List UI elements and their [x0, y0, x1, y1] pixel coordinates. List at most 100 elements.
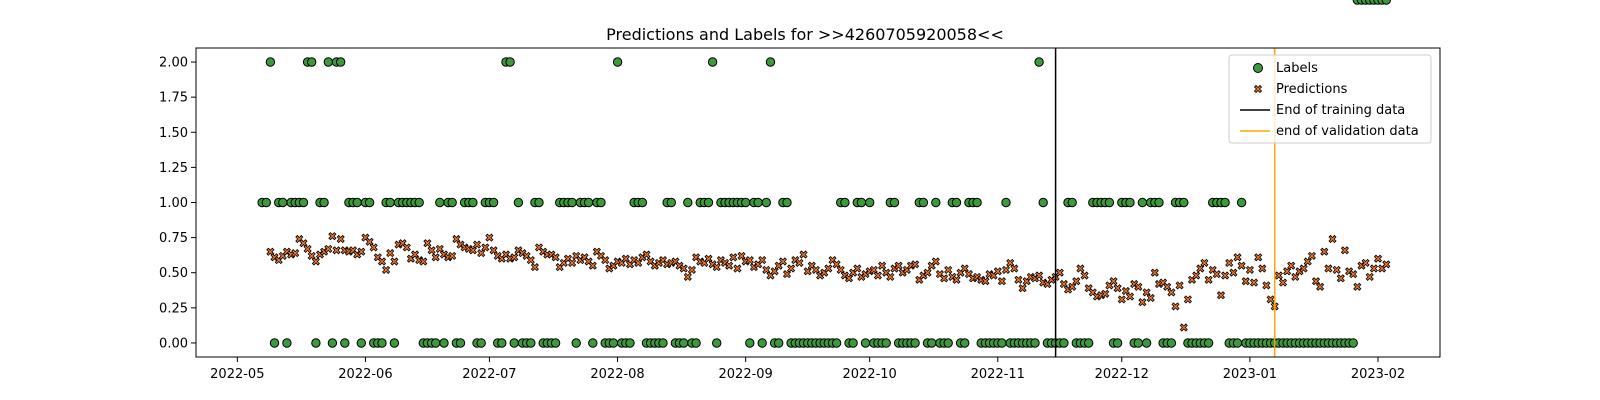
- prediction-point: [1241, 277, 1250, 286]
- label-point: [1381, 0, 1391, 5]
- legend-training-text: End of training data: [1276, 103, 1405, 118]
- label-point: [1001, 197, 1011, 208]
- label-point: [1232, 338, 1243, 348]
- label-point: [765, 57, 776, 67]
- legend-validation-text: end of validation data: [1276, 124, 1419, 139]
- label-point: [497, 338, 507, 348]
- prediction-point: [1179, 323, 1188, 332]
- prediction-point: [940, 274, 949, 283]
- label-point: [1166, 338, 1177, 348]
- label-point: [435, 197, 445, 208]
- prediction-point: [1068, 282, 1077, 291]
- prediction-point: [1109, 277, 1118, 286]
- prediction-point: [931, 257, 940, 266]
- prediction-point: [1245, 265, 1254, 274]
- legend-labels-text: Labels: [1276, 61, 1318, 76]
- label-point: [340, 338, 350, 348]
- x-tick-label: 2022-06: [338, 367, 392, 382]
- prediction-point: [1299, 264, 1308, 273]
- prediction-point: [952, 275, 961, 284]
- label-point: [1034, 57, 1044, 67]
- prediction-point: [303, 244, 312, 253]
- label-point: [910, 338, 920, 348]
- y-tick-label: 1.75: [159, 91, 188, 106]
- label-point: [1133, 338, 1144, 348]
- label-point: [389, 338, 400, 348]
- prediction-point: [1307, 251, 1316, 260]
- prediction-point: [336, 234, 345, 244]
- prediction-point: [923, 268, 932, 277]
- prediction-point: [1225, 258, 1234, 267]
- prediction-point: [377, 257, 387, 266]
- y-tick-label: 0.00: [159, 336, 188, 351]
- prediction-point: [1365, 272, 1374, 281]
- label-point: [637, 197, 648, 208]
- prediction-point: [1303, 257, 1312, 266]
- prediction-point: [770, 267, 779, 276]
- label-point: [712, 338, 722, 348]
- prediction-point: [1340, 246, 1349, 255]
- label-point: [931, 197, 941, 208]
- prediction-point: [1101, 289, 1110, 298]
- label-point: [745, 338, 755, 348]
- label-point: [571, 338, 581, 348]
- prediction-point: [679, 264, 688, 273]
- prediction-point: [328, 232, 337, 241]
- y-tick-label: 0.75: [159, 231, 188, 246]
- prediction-point: [737, 251, 746, 260]
- x-tick-label: 2022-08: [590, 367, 644, 382]
- prediction-point: [1080, 271, 1089, 280]
- label-point: [476, 338, 486, 348]
- label-point: [1236, 197, 1247, 208]
- prediction-point: [1349, 270, 1358, 279]
- prediction-point: [1353, 282, 1362, 291]
- y-tick-label: 2.00: [159, 56, 188, 71]
- label-point: [679, 338, 689, 348]
- label-point: [997, 338, 1007, 348]
- prediction-point: [1163, 282, 1172, 291]
- label-point: [1125, 197, 1135, 208]
- prediction-point: [551, 253, 560, 262]
- prediction-point: [365, 237, 374, 246]
- prediction-point: [369, 243, 378, 252]
- prediction-point: [729, 253, 738, 262]
- label-point: [596, 197, 606, 208]
- prediction-point: [1233, 253, 1242, 262]
- label-point: [1112, 338, 1123, 348]
- prediction-point: [1320, 247, 1329, 256]
- prediction-point: [762, 265, 771, 274]
- prediction-point: [435, 244, 444, 253]
- prediction-point: [911, 260, 920, 269]
- label-point: [1203, 338, 1214, 348]
- prediction-point: [568, 258, 577, 267]
- label-point: [972, 197, 982, 208]
- prediction-point: [1212, 270, 1221, 279]
- prediction-point: [1006, 258, 1015, 267]
- prediction-point: [1237, 261, 1246, 270]
- prediction-point: [1262, 281, 1271, 290]
- prediction-point: [1150, 268, 1159, 277]
- prediction-point: [745, 256, 754, 265]
- prediction-point: [1249, 278, 1259, 287]
- label-point: [757, 338, 767, 348]
- label-point: [356, 338, 366, 348]
- label-point: [307, 57, 317, 67]
- prediction-point: [299, 239, 308, 248]
- prediction-point: [402, 243, 411, 252]
- prediction-point: [1018, 284, 1027, 293]
- label-point: [860, 338, 871, 348]
- label-point: [269, 338, 280, 348]
- label-point: [567, 197, 577, 208]
- label-point: [352, 197, 362, 208]
- label-point: [319, 197, 329, 208]
- label-point: [1179, 197, 1189, 208]
- label-point: [385, 197, 395, 208]
- prediction-point: [1001, 265, 1011, 274]
- prediction-point: [1278, 278, 1288, 287]
- y-tick-label: 1.50: [159, 126, 188, 141]
- prediction-point: [1134, 282, 1143, 291]
- prediction-point: [725, 261, 734, 270]
- prediction-point: [634, 258, 643, 267]
- legend-frame: [1228, 54, 1432, 144]
